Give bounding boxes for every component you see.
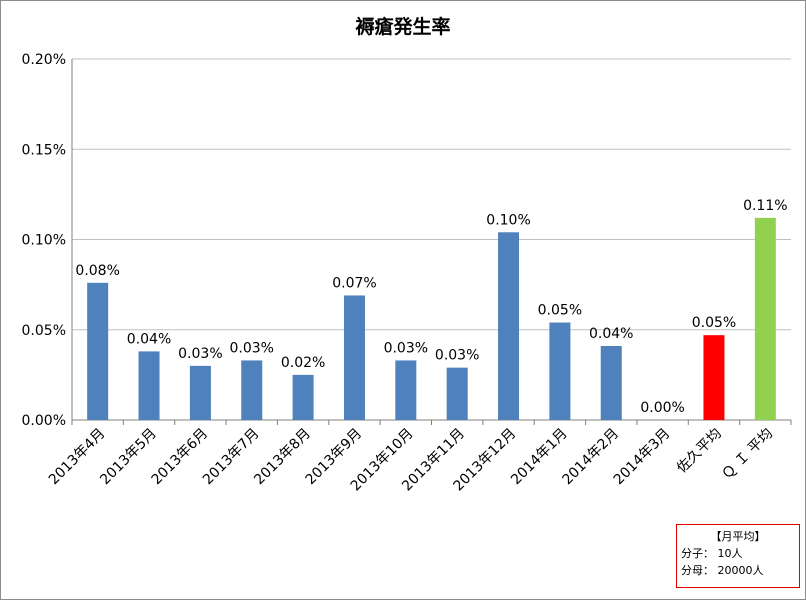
bar — [754, 217, 776, 420]
bar — [241, 360, 263, 420]
bar — [600, 345, 622, 420]
data-label: 0.04% — [127, 331, 171, 347]
y-tick-label: 0.05% — [22, 323, 66, 339]
data-label: 0.08% — [75, 263, 119, 279]
y-tick-label: 0.20% — [22, 52, 66, 68]
data-label: 0.02% — [281, 355, 325, 371]
data-label: 0.03% — [384, 340, 428, 356]
bar — [87, 282, 109, 420]
bar — [549, 322, 571, 420]
note-numerator: 分子： 10人 — [681, 547, 743, 560]
bar — [498, 232, 520, 420]
bar — [446, 367, 468, 420]
bar — [395, 360, 417, 420]
note-header: 【月平均】 — [710, 530, 766, 543]
bar — [189, 365, 211, 420]
monthly-average-note: 【月平均】 分子： 10人 分母： 20000人 — [676, 524, 800, 588]
bar — [292, 374, 314, 420]
bar — [343, 295, 365, 420]
y-tick-label: 0.15% — [22, 142, 66, 158]
bar — [138, 351, 160, 420]
data-label: 0.03% — [178, 346, 222, 362]
y-tick-label: 0.00% — [22, 413, 66, 429]
x-tick-label: 2014年3月 — [611, 426, 674, 489]
data-label: 0.05% — [538, 303, 582, 319]
data-label: 0.03% — [435, 348, 479, 364]
note-denominator: 分母： 20000人 — [681, 564, 764, 577]
bar — [703, 335, 725, 420]
data-label: 0.11% — [743, 198, 787, 214]
y-tick-label: 0.10% — [22, 233, 66, 249]
data-label: 0.07% — [332, 275, 376, 291]
x-tick-label: Ｑ Ｉ 平均 — [719, 426, 776, 483]
data-label: 0.03% — [230, 340, 274, 356]
data-label: 0.10% — [486, 212, 530, 228]
data-label: 0.05% — [692, 315, 736, 331]
x-tick-label: 佐久平均 — [674, 426, 725, 477]
data-label: 0.00% — [640, 400, 684, 416]
chart-title: 褥瘡発生率 — [355, 16, 451, 38]
data-label: 0.04% — [589, 326, 633, 342]
